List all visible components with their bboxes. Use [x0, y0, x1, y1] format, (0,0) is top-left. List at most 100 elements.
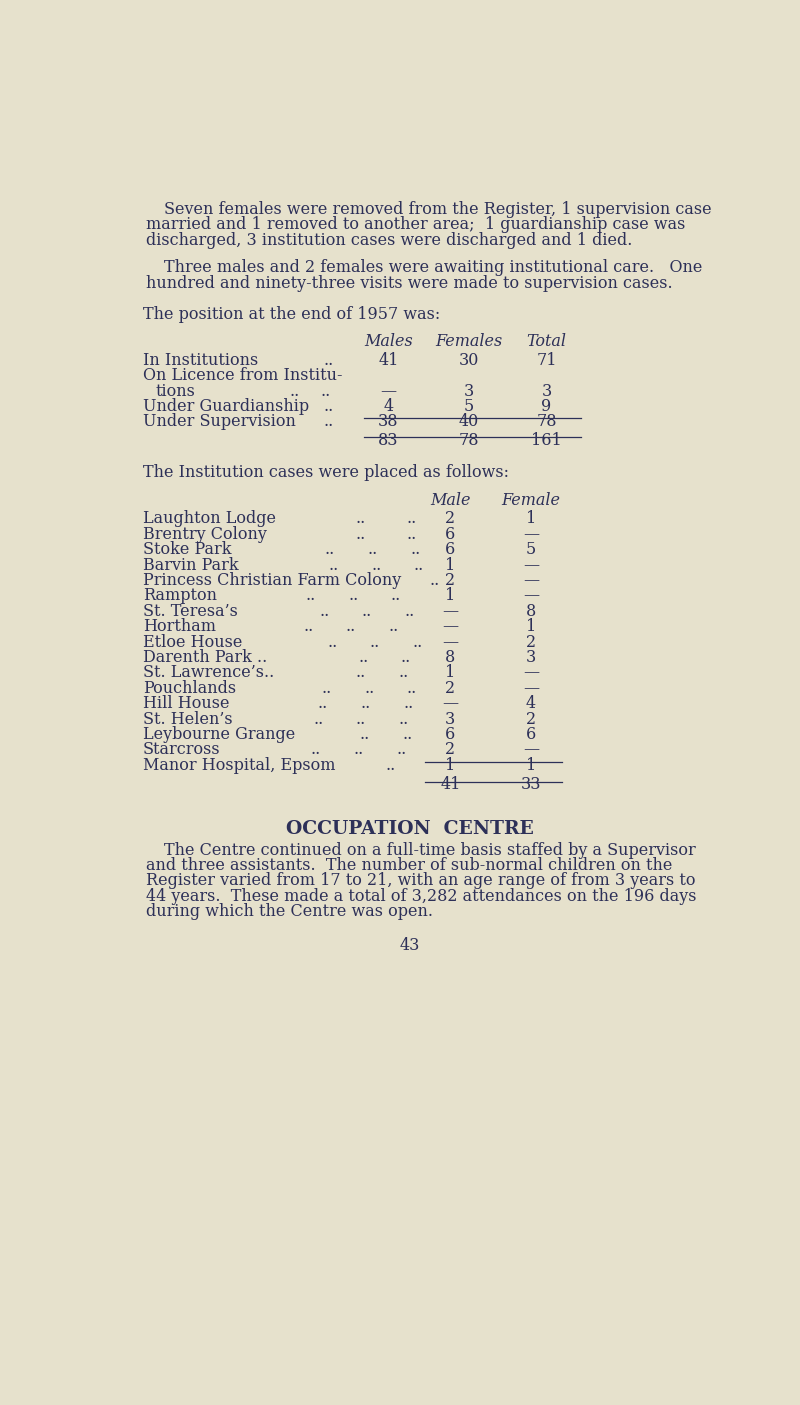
Text: The position at the end of 1957 was:: The position at the end of 1957 was:	[142, 306, 440, 323]
Text: —: —	[523, 556, 539, 573]
Text: ..: ..	[303, 618, 314, 635]
Text: ..: ..	[323, 413, 334, 430]
Text: St. Lawrence’s..: St. Lawrence’s..	[142, 665, 274, 681]
Text: OCCUPATION  CENTRE: OCCUPATION CENTRE	[286, 821, 534, 837]
Text: Females: Females	[435, 333, 502, 350]
Text: 9: 9	[542, 398, 551, 414]
Text: ..: ..	[406, 510, 416, 527]
Text: 6: 6	[445, 726, 455, 743]
Text: ..: ..	[371, 556, 382, 573]
Text: —: —	[442, 603, 458, 620]
Text: ..: ..	[398, 665, 409, 681]
Text: —: —	[442, 695, 458, 712]
Text: 1: 1	[526, 757, 536, 774]
Text: 1: 1	[526, 618, 536, 635]
Text: ..: ..	[289, 382, 299, 399]
Text: St. Teresa’s: St. Teresa’s	[142, 603, 238, 620]
Text: ..: ..	[396, 742, 406, 759]
Text: 83: 83	[378, 431, 398, 450]
Text: ..: ..	[410, 541, 420, 558]
Text: ..: ..	[319, 603, 330, 620]
Text: ..: ..	[367, 541, 378, 558]
Text: ..: ..	[402, 726, 413, 743]
Text: ..: ..	[414, 556, 424, 573]
Text: —: —	[523, 680, 539, 697]
Text: Pouchlands: Pouchlands	[142, 680, 236, 697]
Text: hundred and ninety-three visits were made to supervision cases.: hundred and ninety-three visits were mad…	[146, 275, 673, 292]
Text: discharged, 3 institution cases were discharged and 1 died.: discharged, 3 institution cases were dis…	[146, 232, 633, 249]
Text: ..: ..	[407, 680, 417, 697]
Text: —: —	[523, 742, 539, 759]
Text: ..: ..	[356, 711, 366, 728]
Text: ..: ..	[403, 695, 414, 712]
Text: ..: ..	[313, 711, 323, 728]
Text: 5: 5	[464, 398, 474, 414]
Text: Seven females were removed from the Register, 1 supervision case: Seven females were removed from the Regi…	[164, 201, 712, 218]
Text: 40: 40	[458, 413, 479, 430]
Text: Barvin Park: Barvin Park	[142, 556, 238, 573]
Text: 43: 43	[400, 937, 420, 954]
Text: 8: 8	[445, 649, 455, 666]
Text: 1: 1	[445, 556, 455, 573]
Text: 2: 2	[446, 510, 455, 527]
Text: —: —	[380, 382, 396, 399]
Text: 1: 1	[445, 757, 455, 774]
Text: ..: ..	[354, 742, 364, 759]
Text: 8: 8	[526, 603, 536, 620]
Text: ..: ..	[412, 634, 422, 651]
Text: ..: ..	[364, 680, 374, 697]
Text: ..: ..	[323, 351, 334, 370]
Text: ..: ..	[390, 587, 401, 604]
Text: 3: 3	[526, 649, 536, 666]
Text: St. Helen’s: St. Helen’s	[142, 711, 232, 728]
Text: ..: ..	[430, 572, 440, 589]
Text: 5: 5	[526, 541, 536, 558]
Text: 30: 30	[458, 351, 479, 370]
Text: ..: ..	[360, 726, 370, 743]
Text: ..: ..	[398, 711, 409, 728]
Text: ..: ..	[327, 634, 338, 651]
Text: ..: ..	[356, 510, 366, 527]
Text: ..: ..	[329, 556, 339, 573]
Text: 41: 41	[440, 776, 461, 794]
Text: ..: ..	[325, 541, 335, 558]
Text: ..: ..	[322, 680, 332, 697]
Text: Male: Male	[430, 492, 470, 509]
Text: ..: ..	[405, 603, 415, 620]
Text: Hortham: Hortham	[142, 618, 216, 635]
Text: 3: 3	[542, 382, 551, 399]
Text: 6: 6	[445, 525, 455, 542]
Text: 6: 6	[445, 541, 455, 558]
Text: Starcross: Starcross	[142, 742, 220, 759]
Text: 161: 161	[531, 431, 562, 450]
Text: ..: ..	[323, 398, 334, 414]
Text: ..: ..	[406, 525, 416, 542]
Text: ..: ..	[320, 382, 330, 399]
Text: Rampton: Rampton	[142, 587, 217, 604]
Text: 1: 1	[526, 510, 536, 527]
Text: 4: 4	[526, 695, 536, 712]
Text: ..: ..	[401, 649, 411, 666]
Text: ..: ..	[358, 649, 368, 666]
Text: In Institutions: In Institutions	[142, 351, 258, 370]
Text: —: —	[523, 572, 539, 589]
Text: 2: 2	[526, 711, 536, 728]
Text: 3: 3	[445, 711, 455, 728]
Text: ..: ..	[306, 587, 316, 604]
Text: ..: ..	[388, 618, 398, 635]
Text: ..: ..	[386, 757, 395, 774]
Text: —: —	[523, 525, 539, 542]
Text: and three assistants.  The number of sub-normal children on the: and three assistants. The number of sub-…	[146, 857, 673, 874]
Text: Brentry Colony: Brentry Colony	[142, 525, 266, 542]
Text: ..: ..	[360, 695, 370, 712]
Text: 33: 33	[521, 776, 541, 794]
Text: Female: Female	[502, 492, 560, 509]
Text: —: —	[523, 665, 539, 681]
Text: during which the Centre was open.: during which the Centre was open.	[146, 903, 434, 920]
Text: ..: ..	[356, 525, 366, 542]
Text: 78: 78	[536, 413, 557, 430]
Text: Etloe House: Etloe House	[142, 634, 242, 651]
Text: 1: 1	[445, 665, 455, 681]
Text: Under Guardianship: Under Guardianship	[142, 398, 309, 414]
Text: Total: Total	[526, 333, 566, 350]
